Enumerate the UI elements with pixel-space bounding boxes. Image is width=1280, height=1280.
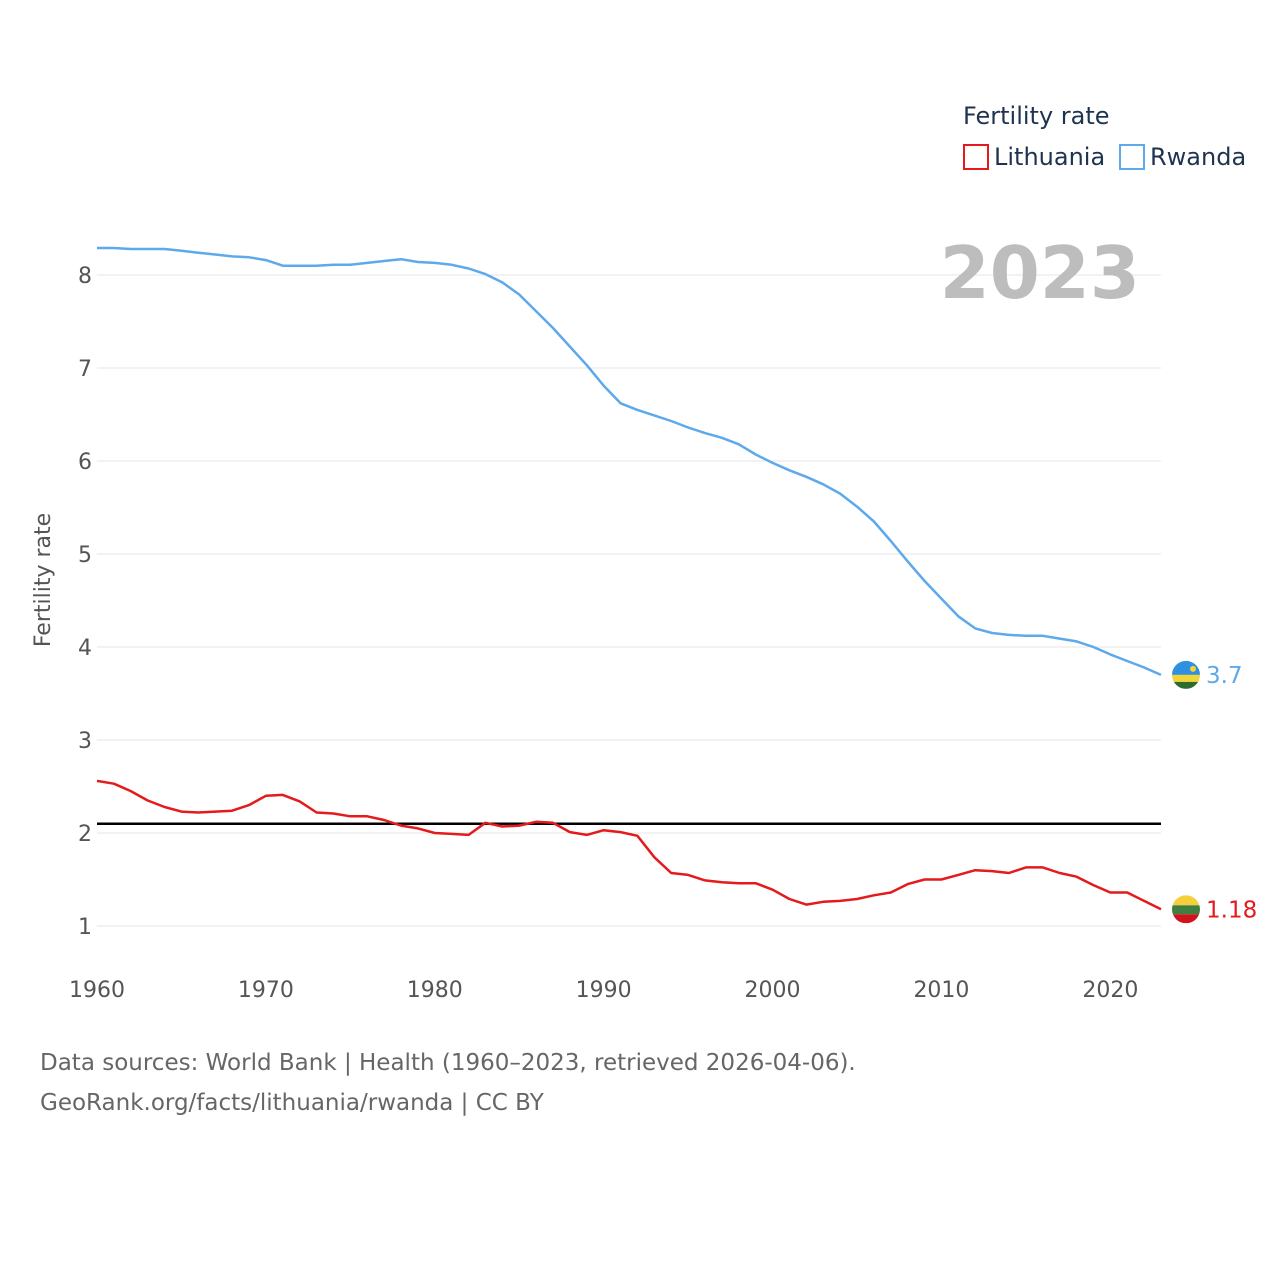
y-axis-title: Fertility rate (31, 513, 56, 647)
legend-label-rwanda: Rwanda (1150, 143, 1246, 171)
y-tick-8: 8 (78, 264, 92, 289)
y-tick-1: 1 (78, 915, 92, 940)
year-label: 2023 (940, 231, 1140, 315)
x-axis-ticks: 1960 1970 1980 1990 2000 2010 2020 (69, 978, 1138, 1003)
x-tick-1970: 1970 (238, 978, 294, 1003)
fertility-chart: 1 2 3 4 5 6 7 8 1960 1970 1980 1990 2000 2010 2020 Fe… (31, 102, 1257, 1003)
footer-sources: Data sources: World Bank | Health (1960–… (40, 1050, 856, 1076)
x-tick-2010: 2010 (913, 978, 969, 1003)
y-tick-2: 2 (78, 822, 92, 847)
y-tick-6: 6 (78, 450, 92, 475)
legend-item-lithuania[interactable]: Lithuania (963, 143, 1105, 171)
y-tick-4: 4 (78, 636, 92, 661)
legend-swatch-lithuania (963, 144, 989, 170)
lithuania-end-value: 1.18 (1206, 897, 1257, 923)
footer: Data sources: World Bank | Health (1960–… (40, 1043, 1240, 1123)
legend-label-lithuania: Lithuania (994, 143, 1105, 171)
x-tick-1990: 1990 (576, 978, 632, 1003)
footer-attribution: GeoRank.org/facts/lithuania/rwanda | CC … (40, 1090, 544, 1116)
y-tick-5: 5 (78, 543, 92, 568)
lithuania-flag-icon (1172, 895, 1200, 924)
legend: Fertility rate Lithuania Rwanda (963, 102, 1246, 171)
legend-title: Fertility rate (963, 102, 1110, 130)
series (96, 246, 1162, 911)
series-line-lithuania (96, 779, 1162, 911)
y-tick-7: 7 (78, 357, 92, 382)
y-axis-ticks: 1 2 3 4 5 6 7 8 (78, 264, 92, 940)
x-tick-2020: 2020 (1082, 978, 1138, 1003)
series-line-rwanda (97, 246, 1162, 677)
x-tick-1980: 1980 (407, 978, 463, 1003)
rwanda-end-value: 3.7 (1206, 663, 1243, 689)
rwanda-flag-icon (1172, 660, 1200, 689)
x-tick-1960: 1960 (69, 978, 125, 1003)
legend-item-rwanda[interactable]: Rwanda (1119, 143, 1246, 171)
grid (97, 274, 1161, 927)
legend-swatch-rwanda (1119, 144, 1145, 170)
x-tick-2000: 2000 (745, 978, 801, 1003)
y-tick-3: 3 (78, 729, 92, 754)
